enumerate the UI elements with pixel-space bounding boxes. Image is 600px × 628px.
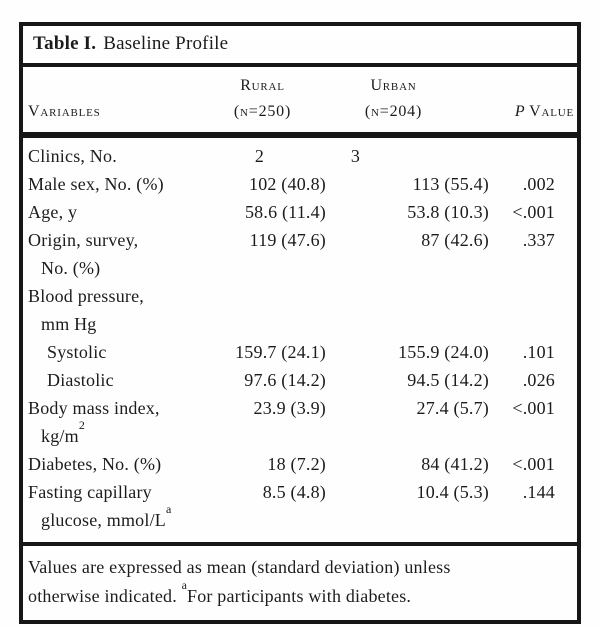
row-label: Age, y xyxy=(23,198,183,226)
table-row: Male sex, No. (%) 102 (40.8) 113 (55.4) … xyxy=(23,170,577,198)
row-label-line1: Diabetes, No. (%) xyxy=(28,454,162,474)
cell-urban-value: 53.8 (10.3) xyxy=(407,202,489,222)
row-label: Blood pressure, mm Hg xyxy=(23,282,183,338)
baseline-profile-table: Table I. Baseline Profile Variables Rural… xyxy=(19,22,581,624)
col-header-variables: Variables xyxy=(28,103,101,120)
table-row: Age, y 58.6 (11.4) 53.8 (10.3) <.001 xyxy=(23,198,577,226)
row-label: Origin, survey, No. (%) xyxy=(23,226,183,282)
table-header-row: Variables Rural (n=250) Urban (n=204) P … xyxy=(23,67,577,138)
row-label-line1: Fasting capillary xyxy=(28,482,152,502)
row-label-line2: glucose, mmol/La xyxy=(41,502,172,530)
row-label: Body mass index, kg/m2 xyxy=(23,394,183,450)
cell-urban-value: 155.9 (24.0) xyxy=(398,342,489,362)
cell-rural-value: 159.7 (24.1) xyxy=(235,342,326,362)
table-row: Diastolic 97.6 (14.2) 94.5 (14.2) .026 xyxy=(23,366,577,394)
row-label-line1: Blood pressure, xyxy=(28,286,144,306)
table-footnote: Values are expressed as mean (standard d… xyxy=(23,542,577,620)
row-label-line2: kg/m2 xyxy=(41,418,85,446)
cell-urban-value: 87 (42.6) xyxy=(421,230,489,250)
row-label-line1: Systolic xyxy=(47,342,107,362)
footnote-line2-pre: otherwise indicated. xyxy=(28,586,182,606)
cell-urban-value: 27.4 (5.7) xyxy=(416,398,489,418)
cell-rural-value: 97.6 (14.2) xyxy=(244,370,326,390)
row-label-line1: Male sex, No. (%) xyxy=(28,174,164,194)
cell-urban-value: 84 (41.2) xyxy=(421,454,489,474)
cell-rural-value: 23.9 (3.9) xyxy=(253,398,326,418)
table-row: Blood pressure, mm Hg xyxy=(23,282,577,338)
table-body: Clinics, No. 2 3 Male sex, No. (%) 102 (… xyxy=(23,138,577,542)
row-label: Fasting capillary glucose, mmol/La xyxy=(23,478,183,534)
row-label-line1: Diastolic xyxy=(47,370,114,390)
row-label-superscript: a xyxy=(165,502,172,516)
row-label: Clinics, No. xyxy=(23,142,183,170)
row-label-line2: mm Hg xyxy=(41,314,97,334)
footnote-superscript-a: a xyxy=(181,578,187,592)
footnote-line1: Values are expressed as mean (standard d… xyxy=(28,557,451,577)
table-row: Clinics, No. 2 3 xyxy=(23,142,577,170)
col-header-rural-name: Rural xyxy=(240,77,285,94)
cell-rural-value: 58.6 (11.4) xyxy=(244,202,326,222)
table-title-text: Baseline Profile xyxy=(103,33,229,54)
row-label: Male sex, No. (%) xyxy=(23,170,183,198)
row-label-line1: Age, y xyxy=(28,202,78,222)
col-header-urban: Urban (n=204) xyxy=(312,73,475,125)
cell-urban-value: 113 (55.4) xyxy=(412,174,489,194)
row-label-line1: Origin, survey, xyxy=(28,230,139,250)
table-row: Body mass index, kg/m2 23.9 (3.9) 27.4 (… xyxy=(23,394,577,450)
row-label: Systolic xyxy=(23,338,183,366)
pvalue-word: Value xyxy=(529,103,574,120)
cell-p-value: .101 xyxy=(522,342,555,362)
row-label-line2: No. (%) xyxy=(41,258,101,278)
cell-rural-value: 119 (47.6) xyxy=(249,230,326,250)
cell-rural-value: 8.5 (4.8) xyxy=(262,482,326,502)
cell-p-value: .337 xyxy=(522,230,555,250)
cell-urban-value: 10.4 (5.3) xyxy=(416,482,489,502)
col-header-urban-n: (n=204) xyxy=(364,103,423,120)
row-label-line1: Clinics, No. xyxy=(28,146,117,166)
cell-urban-value: 94.5 (14.2) xyxy=(407,370,489,390)
col-header-urban-name: Urban xyxy=(370,77,417,94)
table-row: Systolic 159.7 (24.1) 155.9 (24.0) .101 xyxy=(23,338,577,366)
cell-rural-value: 102 (40.8) xyxy=(249,174,326,194)
pvalue-p-symbol: P xyxy=(514,103,525,120)
table-row: Origin, survey, No. (%) 119 (47.6) 87 (4… xyxy=(23,226,577,282)
table-row: Fasting capillary glucose, mmol/La 8.5 (… xyxy=(23,478,577,534)
col-header-rural-n: (n=250) xyxy=(233,103,292,120)
table-number-label: Table I. xyxy=(33,33,97,54)
cell-rural-value: 2 xyxy=(254,146,265,166)
cell-urban-value: 3 xyxy=(350,146,361,166)
cell-p-value: .026 xyxy=(522,370,555,390)
cell-p-value: .144 xyxy=(522,482,555,502)
table-row: Diabetes, No. (%) 18 (7.2) 84 (41.2) <.0… xyxy=(23,450,577,478)
col-header-rural: Rural (n=250) xyxy=(191,73,334,125)
table-title: Table I. Baseline Profile xyxy=(23,26,577,67)
cell-p-value: <.001 xyxy=(512,454,555,474)
cell-p-value: <.001 xyxy=(512,202,555,222)
col-header-pvalue: P Value xyxy=(489,99,577,125)
footnote-line2-post: For participants with diabetes. xyxy=(186,586,412,606)
row-label: Diabetes, No. (%) xyxy=(23,450,183,478)
cell-p-value: <.001 xyxy=(512,398,555,418)
cell-rural-value: 18 (7.2) xyxy=(267,454,326,474)
row-label-line1: Body mass index, xyxy=(28,398,160,418)
row-label: Diastolic xyxy=(23,366,183,394)
row-label-superscript: 2 xyxy=(78,418,85,432)
cell-p-value: .002 xyxy=(522,174,555,194)
footnote-line2: otherwise indicated. aFor participants w… xyxy=(28,579,567,611)
